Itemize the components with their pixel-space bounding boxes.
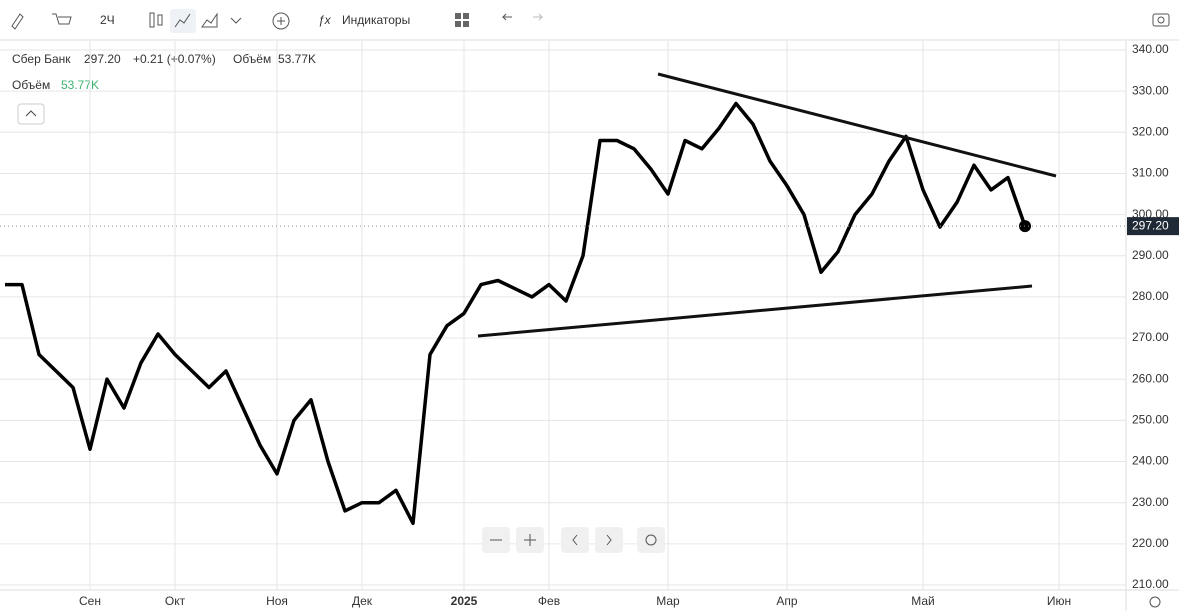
y-tick-label: 260.00 (1132, 371, 1169, 385)
left-icon (572, 534, 578, 546)
collapse-icon (25, 110, 37, 117)
y-tick-label: 310.00 (1132, 166, 1169, 180)
indicators[interactable]: Индикаторы (342, 13, 410, 27)
settings[interactable] (1149, 596, 1161, 608)
x-tick-label: Дек (352, 594, 373, 608)
x-tick-label: Сен (79, 594, 101, 608)
y-tick-label: 280.00 (1132, 289, 1169, 303)
x-tick-label: Фев (538, 594, 560, 608)
area-icon[interactable] (201, 12, 218, 28)
volume-label: Объём (12, 78, 50, 92)
volume-value: 53.77K (61, 78, 99, 92)
price-line (5, 101, 1027, 526)
reset-icon (645, 534, 657, 546)
toolbar: 2Ч ƒx Индикаторы (0, 9, 1179, 41)
add-icon[interactable] (272, 12, 290, 30)
x-tick-label: 2025 (451, 594, 478, 608)
legend-name: Сбер Банк (12, 52, 71, 66)
line-icon (174, 13, 191, 28)
camera[interactable] (1152, 13, 1170, 27)
layout-icon (463, 21, 469, 27)
trendline (477, 284, 1033, 338)
y-tick-label: 270.00 (1132, 330, 1169, 344)
y-tick-label: 330.00 (1132, 83, 1169, 97)
legend-volume-label: Объём (233, 52, 271, 66)
candles-icon[interactable] (149, 12, 155, 28)
candles-icon (157, 14, 163, 26)
x-tick-label: Апр (776, 594, 798, 608)
layout-icon (455, 21, 461, 27)
y-tick-label: 320.00 (1132, 124, 1169, 138)
reset[interactable] (637, 527, 665, 553)
last-price-label: 297.20 (1132, 218, 1169, 232)
x-tick-label: Ноя (266, 594, 288, 608)
dropdown[interactable] (230, 17, 242, 24)
layout-icon[interactable] (455, 13, 461, 19)
fx-icon: ƒx (318, 13, 332, 27)
plus-icon (524, 534, 536, 546)
x-tick-label: Июн (1047, 594, 1071, 608)
scroll-right[interactable] (595, 527, 623, 553)
layout-icon (463, 13, 469, 19)
y-tick-label: 220.00 (1132, 536, 1169, 550)
add-icon (277, 17, 285, 25)
right-icon (606, 534, 612, 546)
legend-volume: 53.77K (278, 52, 316, 66)
undo[interactable] (501, 13, 512, 21)
x-tick-label: Окт (165, 594, 186, 608)
legend-change: +0.21 (+0.07%) (133, 52, 216, 66)
line-selected[interactable] (170, 9, 196, 33)
y-tick-label: 340.00 (1132, 42, 1169, 56)
legend-price: 297.20 (84, 52, 121, 66)
collapse-button[interactable] (17, 103, 45, 125)
last-price-box (1127, 217, 1179, 236)
y-tick-label: 250.00 (1132, 413, 1169, 427)
y-tick-label: 290.00 (1132, 248, 1169, 262)
redo[interactable] (533, 13, 544, 21)
interval[interactable]: 2Ч (100, 13, 115, 27)
y-tick-label: 210.00 (1132, 577, 1169, 591)
x-tick-label: Мар (656, 594, 680, 608)
cart-icon[interactable] (52, 13, 72, 25)
y-tick-label: 240.00 (1132, 454, 1169, 468)
zoom-controls (482, 527, 665, 553)
trendline (657, 72, 1057, 178)
scroll-left[interactable] (561, 527, 589, 553)
x-tick-label: Май (911, 594, 935, 608)
y-tick-label: 230.00 (1132, 495, 1169, 509)
camera (1157, 16, 1165, 24)
pencil-icon[interactable] (11, 13, 24, 30)
